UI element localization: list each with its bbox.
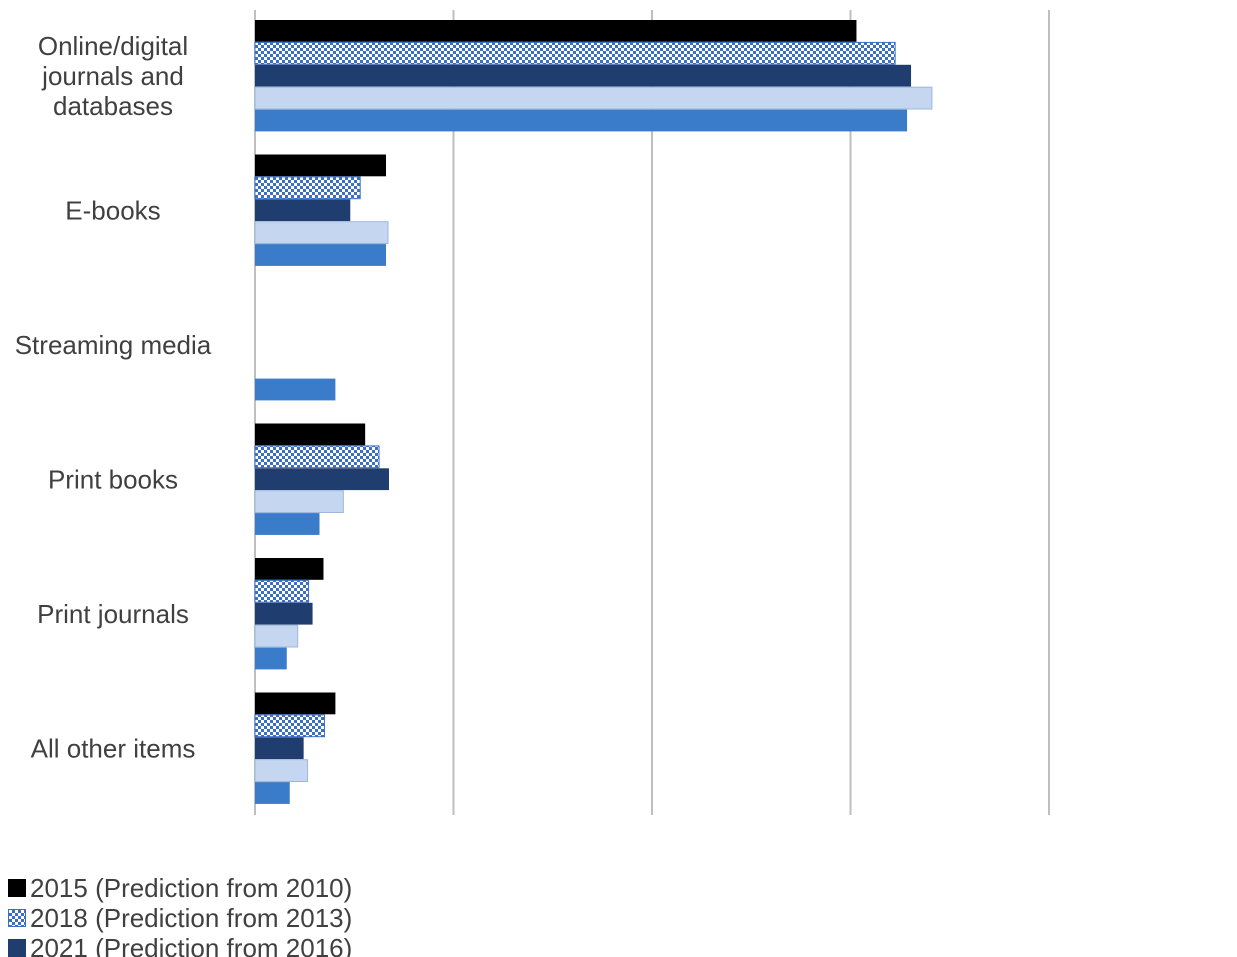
bar-3-2 <box>255 468 389 491</box>
bar-2-4 <box>255 378 336 401</box>
bar-1-1 <box>254 176 361 200</box>
legend-swatch <box>8 939 26 957</box>
bar-1-4 <box>255 244 387 266</box>
legend-item: 2021 (Prediction from 2016) <box>8 933 608 957</box>
legend-label: 2018 (Prediction from 2013) <box>30 902 353 933</box>
bar-5-2 <box>255 737 304 760</box>
category-label: Print journals <box>37 599 189 629</box>
bar-4-2 <box>255 602 313 625</box>
category-label: journals and <box>41 61 184 91</box>
bar-1-2 <box>255 199 351 222</box>
legend: 2015 (Prediction from 2010) 2018 (Predict… <box>8 873 608 957</box>
legend-swatch <box>8 909 26 927</box>
legend-item: 2015 (Prediction from 2010) <box>8 873 608 903</box>
bar-0-3 <box>254 86 933 110</box>
bar-4-0 <box>255 558 324 580</box>
bar-4-1 <box>254 579 310 603</box>
category-label: Streaming media <box>15 330 212 360</box>
bar-5-3 <box>254 759 309 783</box>
category-label: Print books <box>48 465 178 495</box>
category-label: databases <box>53 91 173 121</box>
legend-item: 2018 (Prediction from 2013) <box>8 903 608 933</box>
legend-label: 2015 (Prediction from 2010) <box>30 873 353 903</box>
bars <box>254 20 933 804</box>
bar-4-4 <box>255 647 287 670</box>
bar-5-0 <box>255 692 336 715</box>
bar-3-3 <box>254 490 344 514</box>
bar-1-3 <box>254 221 389 244</box>
bar-0-1 <box>254 41 896 65</box>
bar-3-4 <box>255 513 320 535</box>
bar-4-3 <box>254 624 299 648</box>
bar-1-0 <box>255 154 387 177</box>
bar-3-1 <box>254 445 380 469</box>
category-label: All other items <box>31 734 196 764</box>
legend-label: 2021 (Prediction from 2016) <box>30 932 353 957</box>
bar-0-0 <box>255 20 857 42</box>
category-label: E-books <box>65 196 160 226</box>
bar-0-4 <box>255 109 908 132</box>
bar-5-4 <box>255 782 290 804</box>
gridlines <box>254 10 1050 815</box>
bar-0-2 <box>255 64 912 87</box>
category-label: Online/digital <box>38 31 188 61</box>
bar-3-0 <box>255 423 366 446</box>
bar-5-1 <box>254 714 325 738</box>
legend-swatch <box>8 879 26 897</box>
